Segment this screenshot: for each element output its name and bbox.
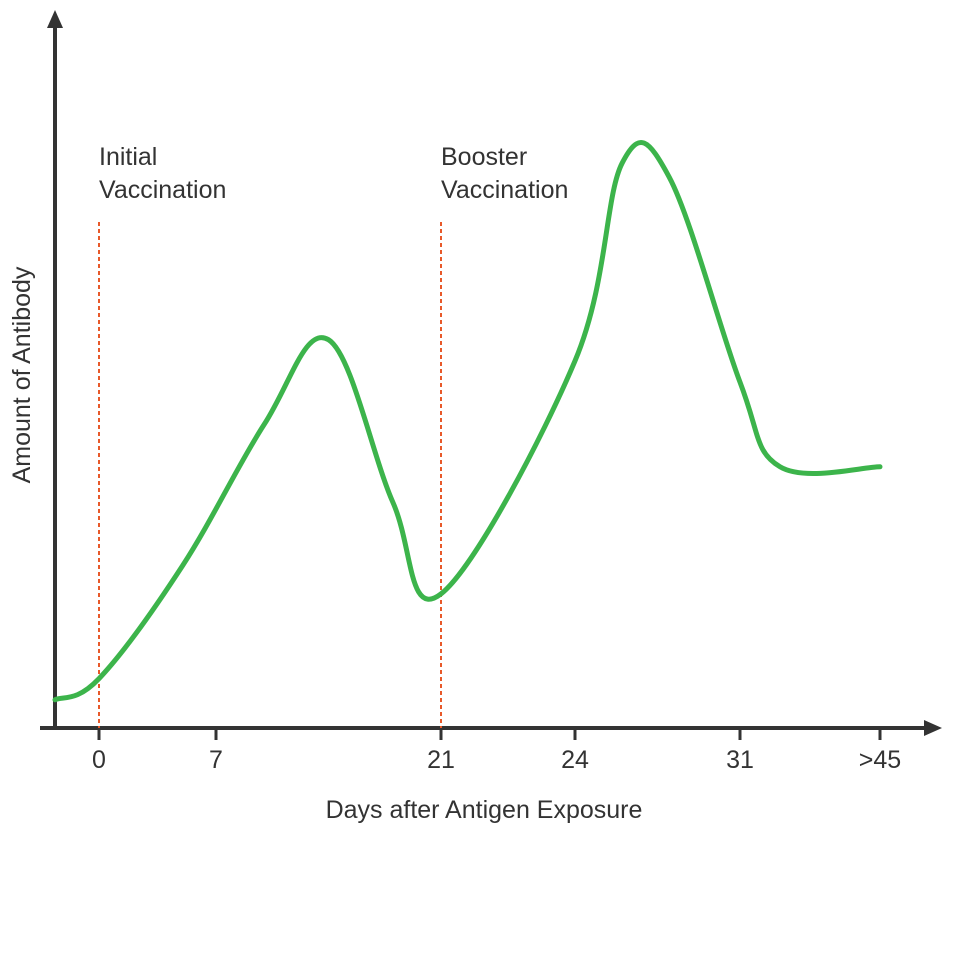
x-tick-label: >45 <box>859 746 901 774</box>
initial-vaccination-label: Initial <box>99 143 157 171</box>
booster-vaccination-label: Booster <box>441 143 527 171</box>
x-tick-label: 7 <box>209 746 223 774</box>
x-axis-arrow <box>924 720 942 736</box>
booster-vaccination-label: Vaccination <box>441 176 568 204</box>
x-tick-label: 24 <box>561 746 589 774</box>
x-tick-label: 31 <box>726 746 754 774</box>
initial-vaccination-label: Vaccination <box>99 176 226 204</box>
antibody-curve <box>52 140 883 703</box>
y-axis-title: Amount of Antibody <box>8 266 36 483</box>
y-axis-arrow <box>47 10 63 28</box>
x-axis-title: Days after Antigen Exposure <box>326 796 643 824</box>
x-tick-label: 0 <box>92 746 106 774</box>
x-tick-label: 21 <box>427 746 455 774</box>
